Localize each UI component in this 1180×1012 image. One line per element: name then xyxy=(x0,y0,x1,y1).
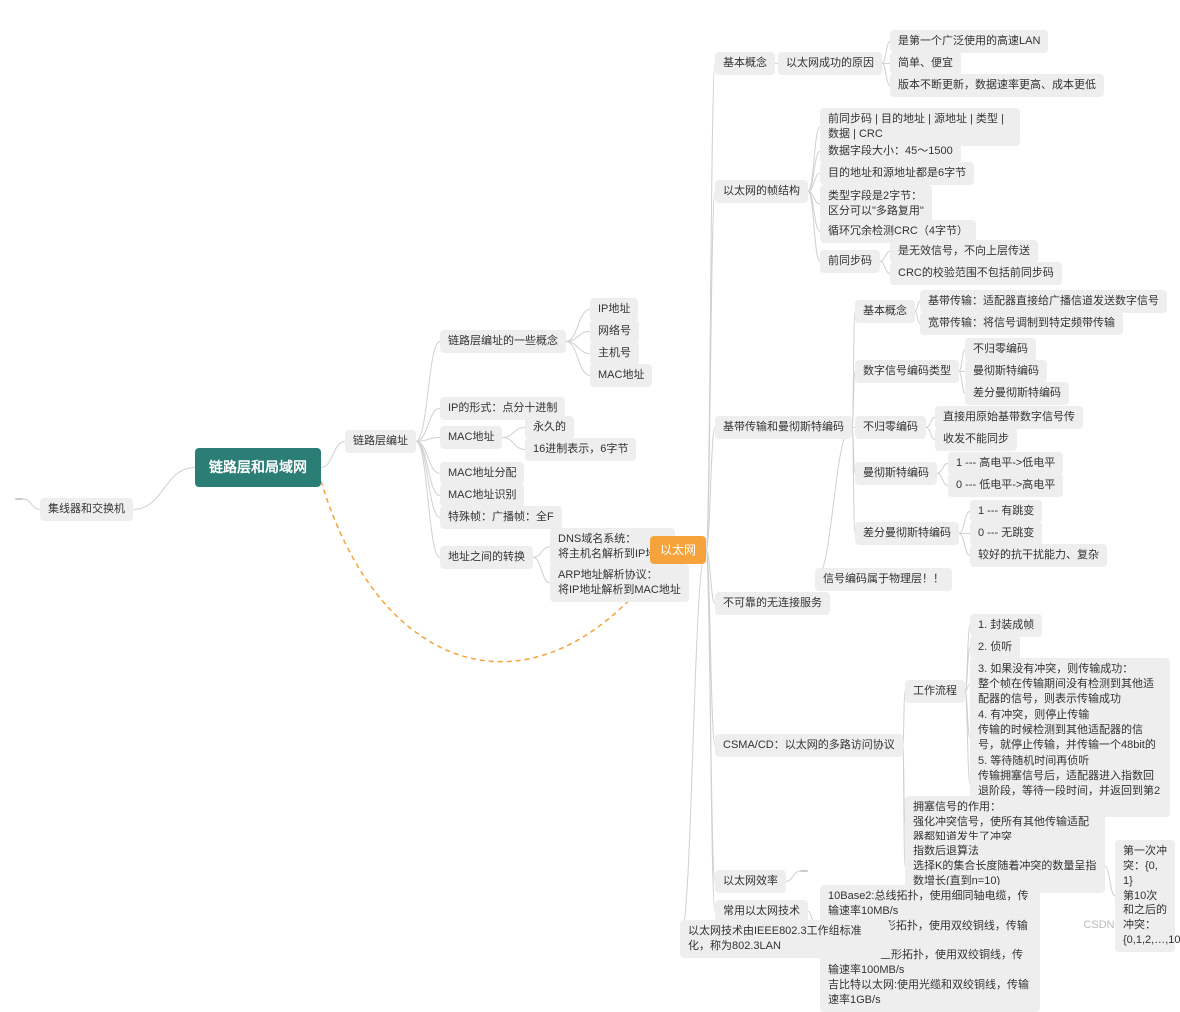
edge xyxy=(880,251,890,261)
edge xyxy=(1105,866,1115,896)
edge xyxy=(937,463,948,473)
edge xyxy=(566,341,590,375)
edge xyxy=(937,473,948,485)
node-e1a[interactable]: 以太网成功的原因 xyxy=(778,52,882,75)
node-ll_g2[interactable]: ARP地址解析协议： 将IP地址解析到MAC地址 xyxy=(550,564,689,602)
edge xyxy=(786,871,800,881)
edge xyxy=(321,441,345,467)
edge xyxy=(502,427,525,437)
node-e2[interactable]: 以太网的帧结构 xyxy=(715,180,808,203)
node-e3e[interactable]: 差分曼彻斯特编码 xyxy=(855,522,959,545)
node-ll_a1[interactable]: IP地址 xyxy=(590,298,638,321)
node-e1[interactable]: 基本概念 xyxy=(715,52,775,75)
edge xyxy=(416,408,440,441)
edge xyxy=(133,467,195,509)
edge xyxy=(502,437,525,449)
node-e3e3[interactable]: 较好的抗干扰能力、复杂 xyxy=(970,544,1107,567)
node-e3b1[interactable]: 不归零编码 xyxy=(965,338,1036,361)
node-e3b2[interactable]: 曼彻斯特编码 xyxy=(965,360,1047,383)
node-e2f[interactable]: 前同步码 xyxy=(820,250,880,273)
edge xyxy=(926,417,935,427)
edge xyxy=(926,427,935,439)
node-e5a3[interactable]: 3. 如果没有冲突，则传输成功： 整个帧在传输期间没有检测到其他适配器的信号，则… xyxy=(970,658,1170,711)
node-ll_c1[interactable]: 永久的 xyxy=(525,416,574,439)
node-ll[interactable]: 链路层编址 xyxy=(345,430,416,453)
node-hub[interactable]: 集线器和交换机 xyxy=(40,498,133,521)
node-e2f1[interactable]: 是无效信号，不向上层传送 xyxy=(890,240,1038,263)
edge xyxy=(880,261,890,273)
node-e4[interactable]: 不可靠的无连接服务 xyxy=(715,592,830,615)
node-e5a[interactable]: 工作流程 xyxy=(905,680,965,703)
node-e2f2[interactable]: CRC的校验范围不包括前同步码 xyxy=(890,262,1062,285)
node-e5[interactable]: CSMA/CD：以太网的多路访问协议 xyxy=(715,734,903,757)
node-ll_a[interactable]: 链路层编址的一些概念 xyxy=(440,330,566,353)
node-e3b3[interactable]: 差分曼彻斯特编码 xyxy=(965,382,1069,405)
edge xyxy=(533,547,550,558)
node-root[interactable]: 链路层和局域网 xyxy=(195,448,321,487)
node-e6[interactable]: 以太网效率 xyxy=(715,870,786,893)
edge xyxy=(680,550,706,939)
node-e6t[interactable] xyxy=(800,870,808,872)
node-ll_f[interactable]: 特殊帧：广播帧：全F xyxy=(440,506,562,529)
node-ll_c2[interactable]: 16进制表示，6字节 xyxy=(525,438,636,461)
node-e3c[interactable]: 不归零编码 xyxy=(855,416,926,439)
node-e3c1[interactable]: 直接用原始基带数字信号传 xyxy=(935,406,1083,429)
node-e3c2[interactable]: 收发不能同步 xyxy=(935,428,1017,451)
node-ll_a3[interactable]: 主机号 xyxy=(590,342,639,365)
node-e3d1[interactable]: 1 --- 高电平->低电平 xyxy=(948,452,1063,475)
edge xyxy=(815,427,852,579)
node-e3a[interactable]: 基本概念 xyxy=(855,300,915,323)
node-e3a1[interactable]: 基带传输：适配器直接给广播信道发送数字信号 xyxy=(920,290,1167,313)
node-e3[interactable]: 基带传输和曼彻斯特编码 xyxy=(715,416,852,439)
edge xyxy=(23,499,40,509)
node-ll_g[interactable]: 地址之间的转换 xyxy=(440,546,533,569)
node-e5a2[interactable]: 2. 侦听 xyxy=(970,636,1020,659)
node-e3e1[interactable]: 1 --- 有跳变 xyxy=(970,500,1042,523)
node-e1a1[interactable]: 是第一个广泛使用的高速LAN xyxy=(890,30,1048,53)
node-e3d2[interactable]: 0 --- 低电平->高电平 xyxy=(948,474,1063,497)
edge xyxy=(882,63,890,85)
node-e3f[interactable]: 信号编码属于物理层！！ xyxy=(815,568,952,591)
node-e1a2[interactable]: 简单、便宜 xyxy=(890,52,961,75)
edge xyxy=(416,341,440,441)
node-e3d[interactable]: 曼彻斯特编码 xyxy=(855,462,937,485)
node-e3a2[interactable]: 宽带传输：将信号调制到特定频带传输 xyxy=(920,312,1123,335)
node-e8[interactable]: 以太网技术由IEEE802.3工作组标准化，称为802.3LAN xyxy=(680,920,890,958)
edge xyxy=(959,533,970,555)
node-e3e2[interactable]: 0 --- 无跳变 xyxy=(970,522,1042,545)
node-hub_tick[interactable] xyxy=(15,498,23,500)
node-ll_a4[interactable]: MAC地址 xyxy=(590,364,652,387)
node-e5a1[interactable]: 1. 封装成帧 xyxy=(970,614,1042,637)
edge xyxy=(882,41,890,63)
edge xyxy=(416,441,440,517)
node-eth[interactable]: 以太网 xyxy=(650,536,706,564)
node-ll_c[interactable]: MAC地址 xyxy=(440,426,502,449)
node-e2b[interactable]: 数据字段大小：45～1500 xyxy=(820,140,961,163)
edge xyxy=(416,441,440,495)
edge xyxy=(533,557,550,582)
node-e2d[interactable]: 类型字段是2字节： 区分可以"多路复用" xyxy=(820,185,932,223)
node-ll_d[interactable]: MAC地址分配 xyxy=(440,462,524,485)
node-e1a3[interactable]: 版本不断更新，数据速率更高、成本更低 xyxy=(890,74,1104,97)
edge xyxy=(959,511,970,533)
mindmap-canvas: CSDN @@背包 链路层和局域网集线器和交换机链路层编址链路层编址的一些概念I… xyxy=(0,0,1180,942)
node-ll_a2[interactable]: 网络号 xyxy=(590,320,639,343)
node-e3b[interactable]: 数字信号编码类型 xyxy=(855,360,959,383)
node-e2c[interactable]: 目的地址和源地址都是6字节 xyxy=(820,162,974,185)
edge xyxy=(808,191,820,261)
node-e5c1[interactable]: 第一次冲突：{0, 1} 第10次和之后的冲突：{0,1,2,…,1023} xyxy=(1115,840,1175,952)
edge xyxy=(706,550,715,911)
node-ll_e[interactable]: MAC地址识别 xyxy=(440,484,524,507)
